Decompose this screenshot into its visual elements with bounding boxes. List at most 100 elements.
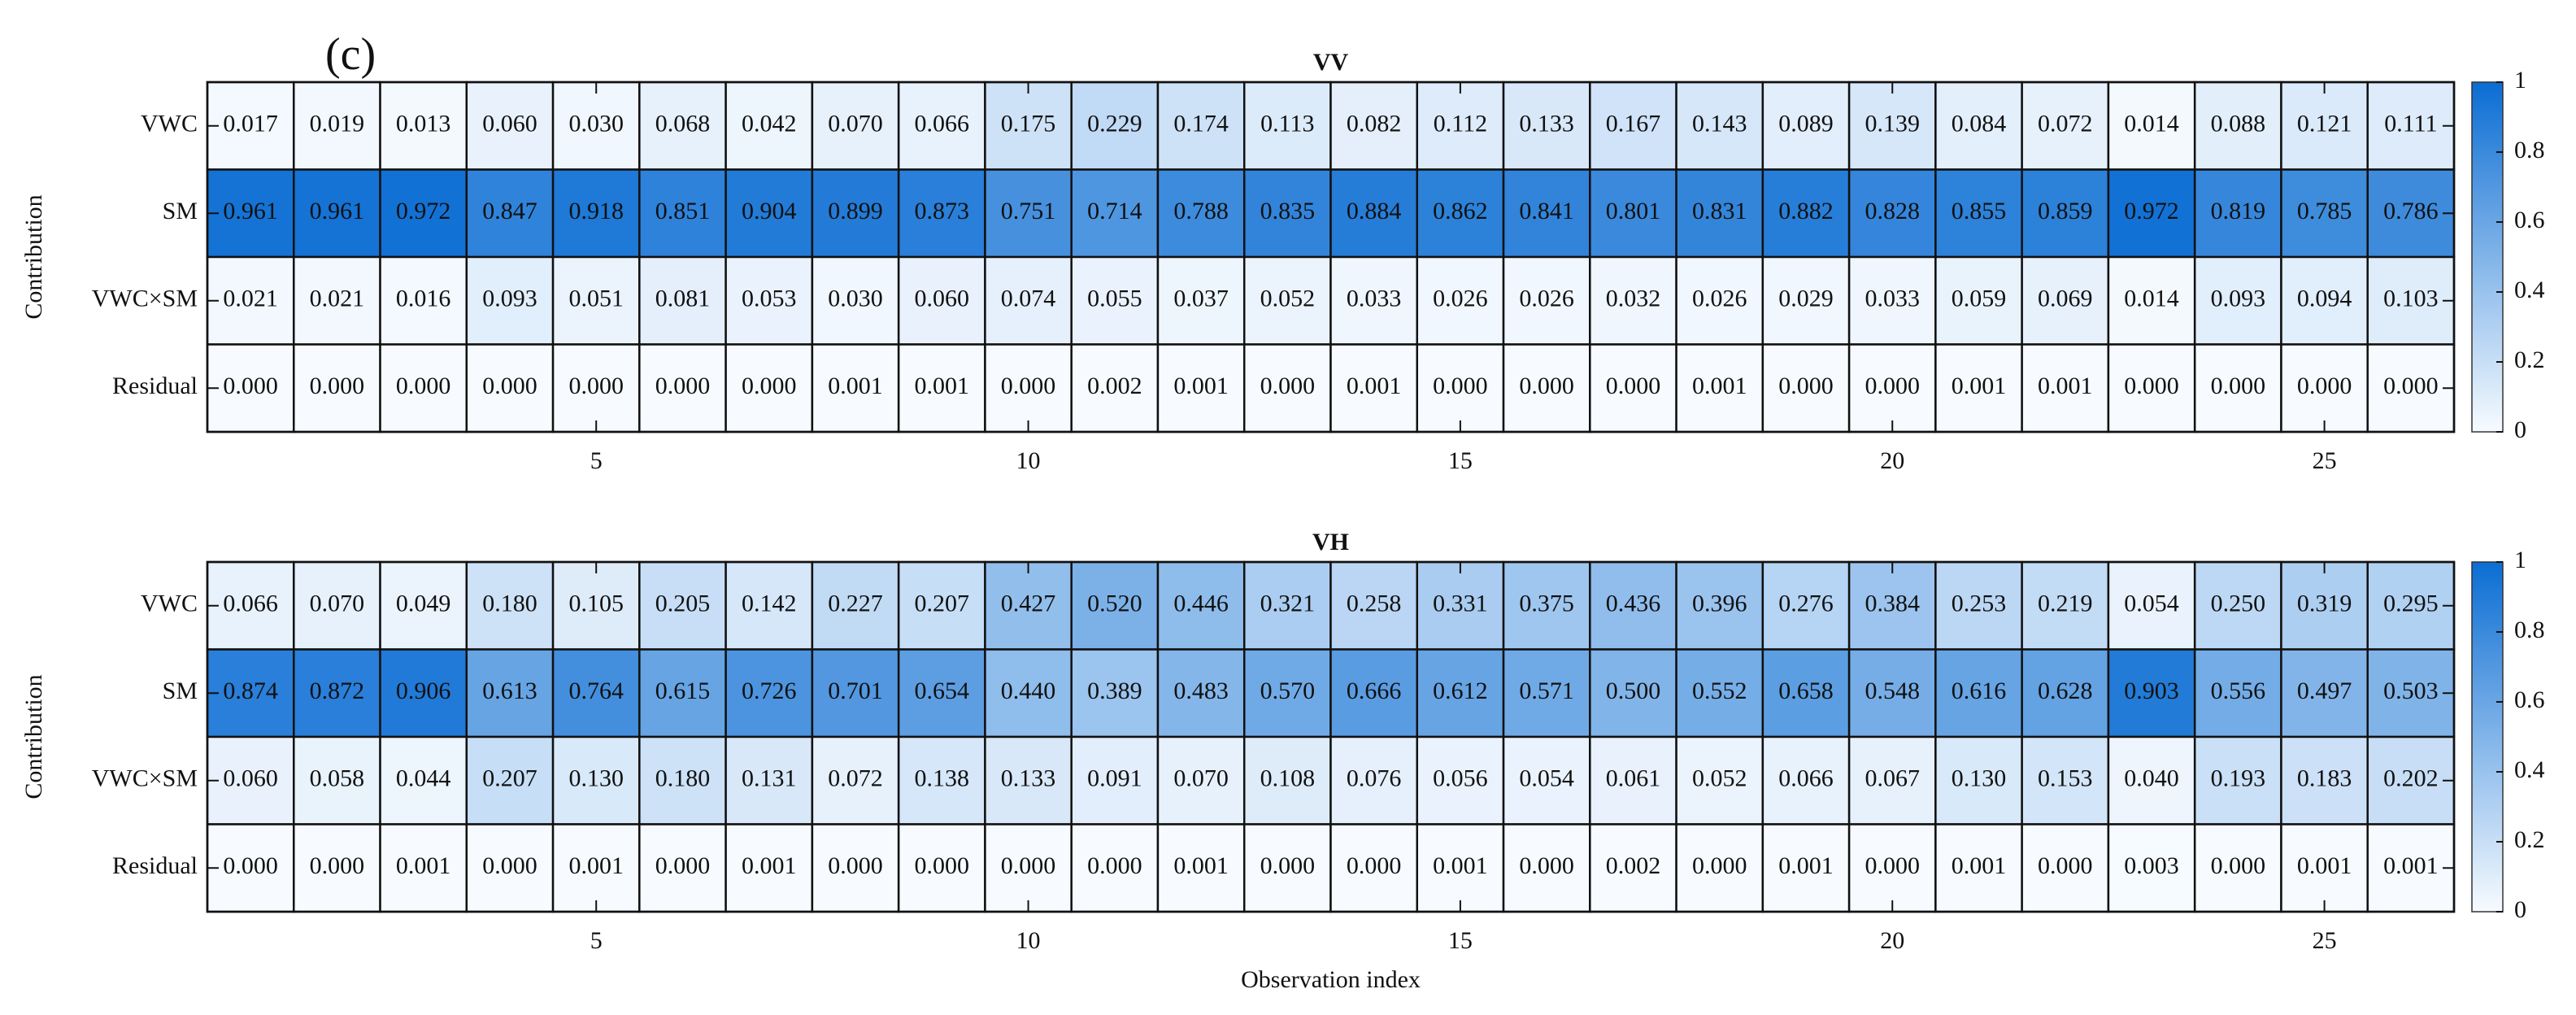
cell-label: 0.628	[2038, 677, 2093, 704]
heatmap-cell	[1242, 255, 1332, 346]
chart-title: VV	[1313, 49, 1349, 76]
cell-label: 0.873	[915, 198, 970, 224]
heatmap-cell	[1502, 81, 1591, 171]
x-tick-label: 20	[1880, 927, 1904, 954]
heatmap-cell	[1761, 81, 1851, 171]
colorbar-tick-label: 0	[2514, 416, 2526, 443]
cell-label: 0.440	[1001, 677, 1056, 704]
cell-label: 0.037	[1173, 285, 1229, 312]
colorbar-tick-label: 0	[2514, 896, 2526, 923]
cell-label: 0.552	[1692, 677, 1747, 704]
cell-label: 0.002	[1087, 372, 1142, 399]
chart-title: VH	[1312, 529, 1349, 555]
cell-label: 0.001	[1778, 852, 1834, 879]
cell-label: 0.207	[482, 765, 537, 792]
heatmap-cell	[2021, 255, 2110, 346]
x-tick-label: 20	[1880, 447, 1904, 474]
heatmap-cell	[465, 823, 555, 913]
cell-label: 0.180	[482, 590, 537, 617]
cell-label: 0.054	[2124, 590, 2179, 617]
cell-label: 0.613	[482, 677, 537, 704]
cell-label: 0.855	[1952, 198, 2007, 224]
cell-label: 0.250	[2211, 590, 2266, 617]
cell-label: 0.139	[1865, 111, 1921, 137]
heatmap-cell	[1675, 81, 1764, 171]
heatmap-cell	[1934, 823, 2023, 913]
heatmap-cell	[1589, 560, 1677, 651]
cell-label: 0.089	[1778, 111, 1834, 137]
cell-label: 0.219	[2038, 590, 2093, 617]
cell-label: 0.961	[223, 198, 278, 224]
cell-label: 0.054	[1519, 765, 1574, 792]
y-axis-label: Contribution	[20, 194, 47, 319]
x-tick-label: 25	[2313, 927, 2337, 954]
cell-label: 0.972	[2124, 198, 2179, 224]
cell-label: 0.001	[2038, 372, 2093, 399]
cell-label: 0.000	[223, 852, 278, 879]
cell-label: 0.666	[1347, 677, 1402, 704]
cell-label: 0.133	[1519, 111, 1574, 137]
cell-label: 0.032	[1606, 285, 1661, 312]
x-tick-label: 15	[1448, 927, 1473, 954]
cell-label: 0.060	[223, 765, 278, 792]
plot-frame	[206, 560, 2456, 913]
cell-label: 0.111	[2384, 111, 2437, 137]
heatmap-cell	[1675, 343, 1764, 433]
cell-label: 0.044	[396, 765, 451, 792]
heatmap-cell	[1502, 168, 1591, 259]
heatmap-cell	[984, 168, 1073, 259]
heatmap-cell	[2107, 81, 2196, 171]
heatmap-cell	[293, 823, 381, 913]
heatmap-cell	[1589, 81, 1677, 171]
heatmap-cell	[2193, 255, 2282, 346]
cell-label: 0.785	[2297, 198, 2352, 224]
heatmap-cell	[638, 648, 727, 738]
cell-label: 0.026	[1692, 285, 1747, 312]
cell-label: 0.138	[915, 765, 970, 792]
cell-label: 0.497	[2297, 677, 2352, 704]
heatmap-cell	[2193, 648, 2282, 738]
cell-label: 0.788	[1173, 198, 1229, 224]
cell-label: 0.066	[1778, 765, 1834, 792]
row-label: VWC	[141, 590, 198, 617]
heatmap-cell	[984, 735, 1073, 826]
cell-label: 0.000	[1001, 852, 1056, 879]
cell-label: 0.112	[1434, 111, 1487, 137]
cell-label: 0.000	[568, 372, 624, 399]
cell-label: 0.000	[2211, 372, 2266, 399]
cell-label: 0.000	[1606, 372, 1661, 399]
heatmap-cell	[2366, 255, 2456, 346]
heatmap-cell	[1675, 168, 1764, 259]
colorbar-tick-label: 1	[2514, 547, 2526, 573]
y-axis-label: Contribution	[20, 674, 47, 799]
cell-label: 0.001	[742, 852, 797, 879]
cell-label: 0.258	[1347, 590, 1402, 617]
heatmap-cell	[1416, 648, 1505, 738]
x-tick-label: 25	[2313, 447, 2337, 474]
cell-label: 0.056	[1433, 765, 1488, 792]
cell-label: 0.205	[655, 590, 711, 617]
colorbar-tick-label: 0.2	[2514, 826, 2545, 853]
cell-label: 0.918	[568, 198, 624, 224]
cell-label: 0.000	[1778, 372, 1834, 399]
heatmap-cell	[1329, 168, 1419, 259]
cell-label: 0.001	[1173, 852, 1229, 879]
row-label: Residual	[112, 372, 198, 399]
cell-label: 0.000	[1260, 372, 1316, 399]
cell-label: 0.052	[1260, 285, 1316, 312]
heatmap-cell	[897, 823, 986, 913]
heatmap-cell	[1847, 81, 1937, 171]
heatmap-cell	[1156, 823, 1246, 913]
cell-label: 0.000	[2383, 372, 2439, 399]
heatmap-cell	[1416, 343, 1505, 433]
cell-label: 0.001	[915, 372, 970, 399]
cell-label: 0.094	[2297, 285, 2352, 312]
heatmap-cell	[1156, 81, 1246, 171]
cell-label: 0.175	[1001, 111, 1056, 137]
cell-label: 0.033	[1865, 285, 1921, 312]
cell-label: 0.183	[2297, 765, 2352, 792]
heatmap-cell	[724, 255, 814, 346]
cell-label: 0.000	[396, 372, 451, 399]
row-label: Residual	[112, 852, 198, 879]
cell-label: 0.070	[310, 590, 365, 617]
